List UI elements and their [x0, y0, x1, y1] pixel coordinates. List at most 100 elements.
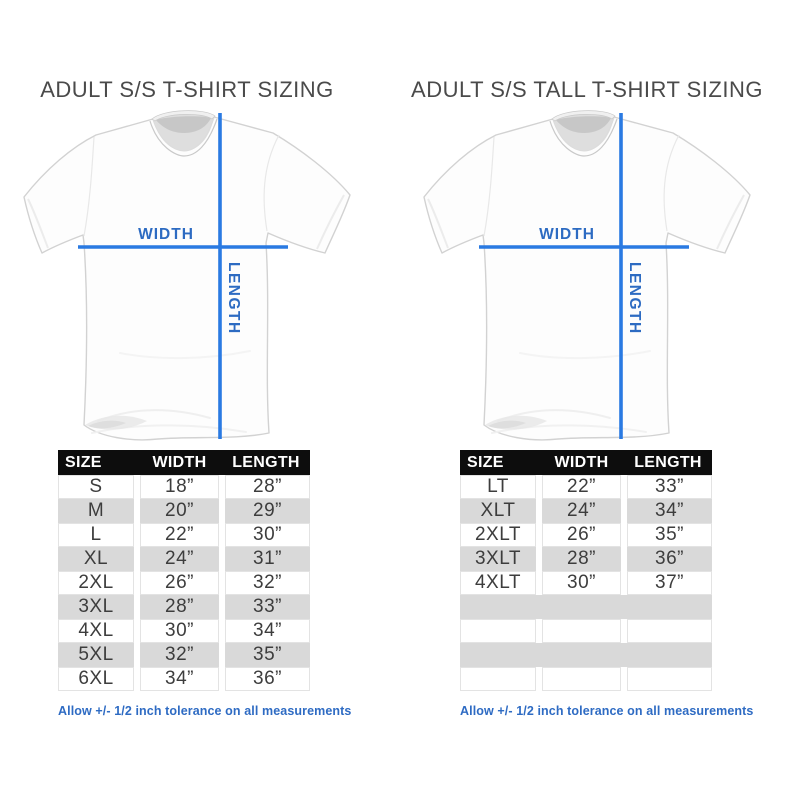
wrinkle-2	[91, 424, 247, 434]
header-size: SIZE	[65, 453, 102, 471]
tshirt-body	[23, 116, 351, 441]
table-cell: 4XL	[58, 619, 134, 643]
table-cell: XLT	[460, 499, 536, 523]
table-cell: 5XL	[58, 643, 134, 667]
tolerance-note: Allow +/- 1/2 inch tolerance on all meas…	[460, 704, 754, 718]
table-body: S 18” 28” M 20” 29” L 22” 30” XL 24” 31” 2XL 26” 32” 3X…	[58, 475, 310, 691]
table-row-empty	[460, 595, 712, 619]
wrinkle-2	[491, 424, 647, 434]
table-cell	[627, 619, 712, 643]
table-row: L 22” 30”	[58, 523, 310, 547]
table-cell: 26”	[140, 571, 219, 595]
table-row: S 18” 28”	[58, 475, 310, 499]
collar-back-band	[151, 110, 216, 122]
table-cell: 34”	[627, 499, 712, 523]
left-sleeve-hem	[427, 198, 449, 249]
table-cell: 30”	[542, 571, 621, 595]
hem-fold-shadow-dark	[88, 420, 126, 429]
header-width: WIDTH	[152, 453, 207, 471]
table-row-empty	[460, 619, 712, 643]
collar-front-inner	[552, 117, 615, 152]
page-title-tall: ADULT S/S TALL T-SHIRT SIZING	[411, 77, 763, 102]
table-cell: 29”	[225, 499, 310, 523]
tshirt-illustration: WIDTH LENGTH	[23, 110, 351, 441]
collar-front-inner	[152, 117, 215, 152]
header-size: SIZE	[467, 453, 504, 471]
table-cell: 35”	[627, 523, 712, 547]
table-cell: M	[58, 499, 134, 523]
table-row: 4XLT 30” 37”	[460, 571, 712, 595]
table-cell: 26”	[542, 523, 621, 547]
table-cell: 24”	[140, 547, 219, 571]
header-width: WIDTH	[554, 453, 609, 471]
table-cell: 6XL	[58, 667, 134, 691]
table-cell: 22”	[140, 523, 219, 547]
table-cell: 32”	[140, 643, 219, 667]
table-cell: 2XL	[58, 571, 134, 595]
collar-back-band	[551, 110, 616, 122]
table-row-empty	[460, 643, 712, 667]
table-cell: 37”	[627, 571, 712, 595]
table-cell: 28”	[542, 547, 621, 571]
table-row: 4XL 30” 34”	[58, 619, 310, 643]
page-title-regular: ADULT S/S T-SHIRT SIZING	[40, 77, 334, 102]
left-sleeve-seam	[483, 136, 495, 237]
table-cell: S	[58, 475, 134, 499]
table-cell: L	[58, 523, 134, 547]
table-cell	[460, 667, 536, 691]
table-cell: 34”	[225, 619, 310, 643]
width-label: WIDTH	[539, 226, 595, 243]
table-body: LT 22” 33” XLT 24” 34” 2XLT 26” 35” 3XLT 28” 36” 4XL…	[460, 475, 712, 691]
table-row: M 20” 29”	[58, 499, 310, 523]
header-length: LENGTH	[634, 453, 702, 471]
table-row: LT 22” 33”	[460, 475, 712, 499]
table-header: SIZE WIDTH LENGTH	[58, 450, 310, 475]
tolerance-note: Allow +/- 1/2 inch tolerance on all meas…	[58, 704, 352, 718]
table-cell: 35”	[225, 643, 310, 667]
panel-tall-sizing: ADULT S/S TALL T-SHIRT SIZING WIDTH LENG…	[400, 0, 800, 800]
collar-inner-dark	[556, 116, 611, 133]
table-cell	[542, 619, 621, 643]
table-cell: XL	[58, 547, 134, 571]
table-cell: 28”	[225, 475, 310, 499]
table-cell	[460, 619, 536, 643]
size-table-regular: SIZE WIDTH LENGTH S 18” 28” M 20” 29” L 22” 30” X…	[58, 450, 310, 691]
table-cell: 3XLT	[460, 547, 536, 571]
table-cell: 18”	[140, 475, 219, 499]
table-cell: 36”	[225, 667, 310, 691]
table-row-empty	[460, 667, 712, 691]
table-row: XLT 24” 34”	[460, 499, 712, 523]
tshirt-illustration: WIDTH LENGTH	[423, 110, 751, 441]
table-row: 2XL 26” 32”	[58, 571, 310, 595]
table-cell: LT	[460, 475, 536, 499]
table-cell: 31”	[225, 547, 310, 571]
table-cell: 33”	[225, 595, 310, 619]
collar-front-outer	[149, 118, 218, 157]
right-sleeve-seam	[663, 134, 680, 232]
right-sleeve-hem	[716, 194, 745, 250]
table-cell: 2XLT	[460, 523, 536, 547]
right-sleeve-hem	[316, 194, 345, 250]
table-cell: 30”	[140, 619, 219, 643]
left-sleeve-hem	[27, 198, 49, 249]
tshirt-body	[423, 116, 751, 441]
table-cell: 30”	[225, 523, 310, 547]
hem-fold-shadow-dark	[488, 420, 526, 429]
table-header: SIZE WIDTH LENGTH	[460, 450, 712, 475]
header-length: LENGTH	[232, 453, 300, 471]
table-row: 5XL 32” 35”	[58, 643, 310, 667]
length-label: LENGTH	[626, 262, 643, 335]
table-cell: 4XLT	[460, 571, 536, 595]
table-cell: 36”	[627, 547, 712, 571]
wrinkle-3	[119, 350, 251, 360]
table-cell: 33”	[627, 475, 712, 499]
left-sleeve-seam	[83, 136, 95, 237]
size-table-tall: SIZE WIDTH LENGTH LT 22” 33” XLT 24” 34” 2XLT 2…	[460, 450, 712, 691]
table-cell: 34”	[140, 667, 219, 691]
table-cell	[542, 667, 621, 691]
table-cell: 24”	[542, 499, 621, 523]
collar-front-outer	[549, 118, 618, 157]
table-cell	[627, 667, 712, 691]
right-sleeve-seam	[263, 134, 280, 232]
length-label: LENGTH	[225, 262, 242, 335]
